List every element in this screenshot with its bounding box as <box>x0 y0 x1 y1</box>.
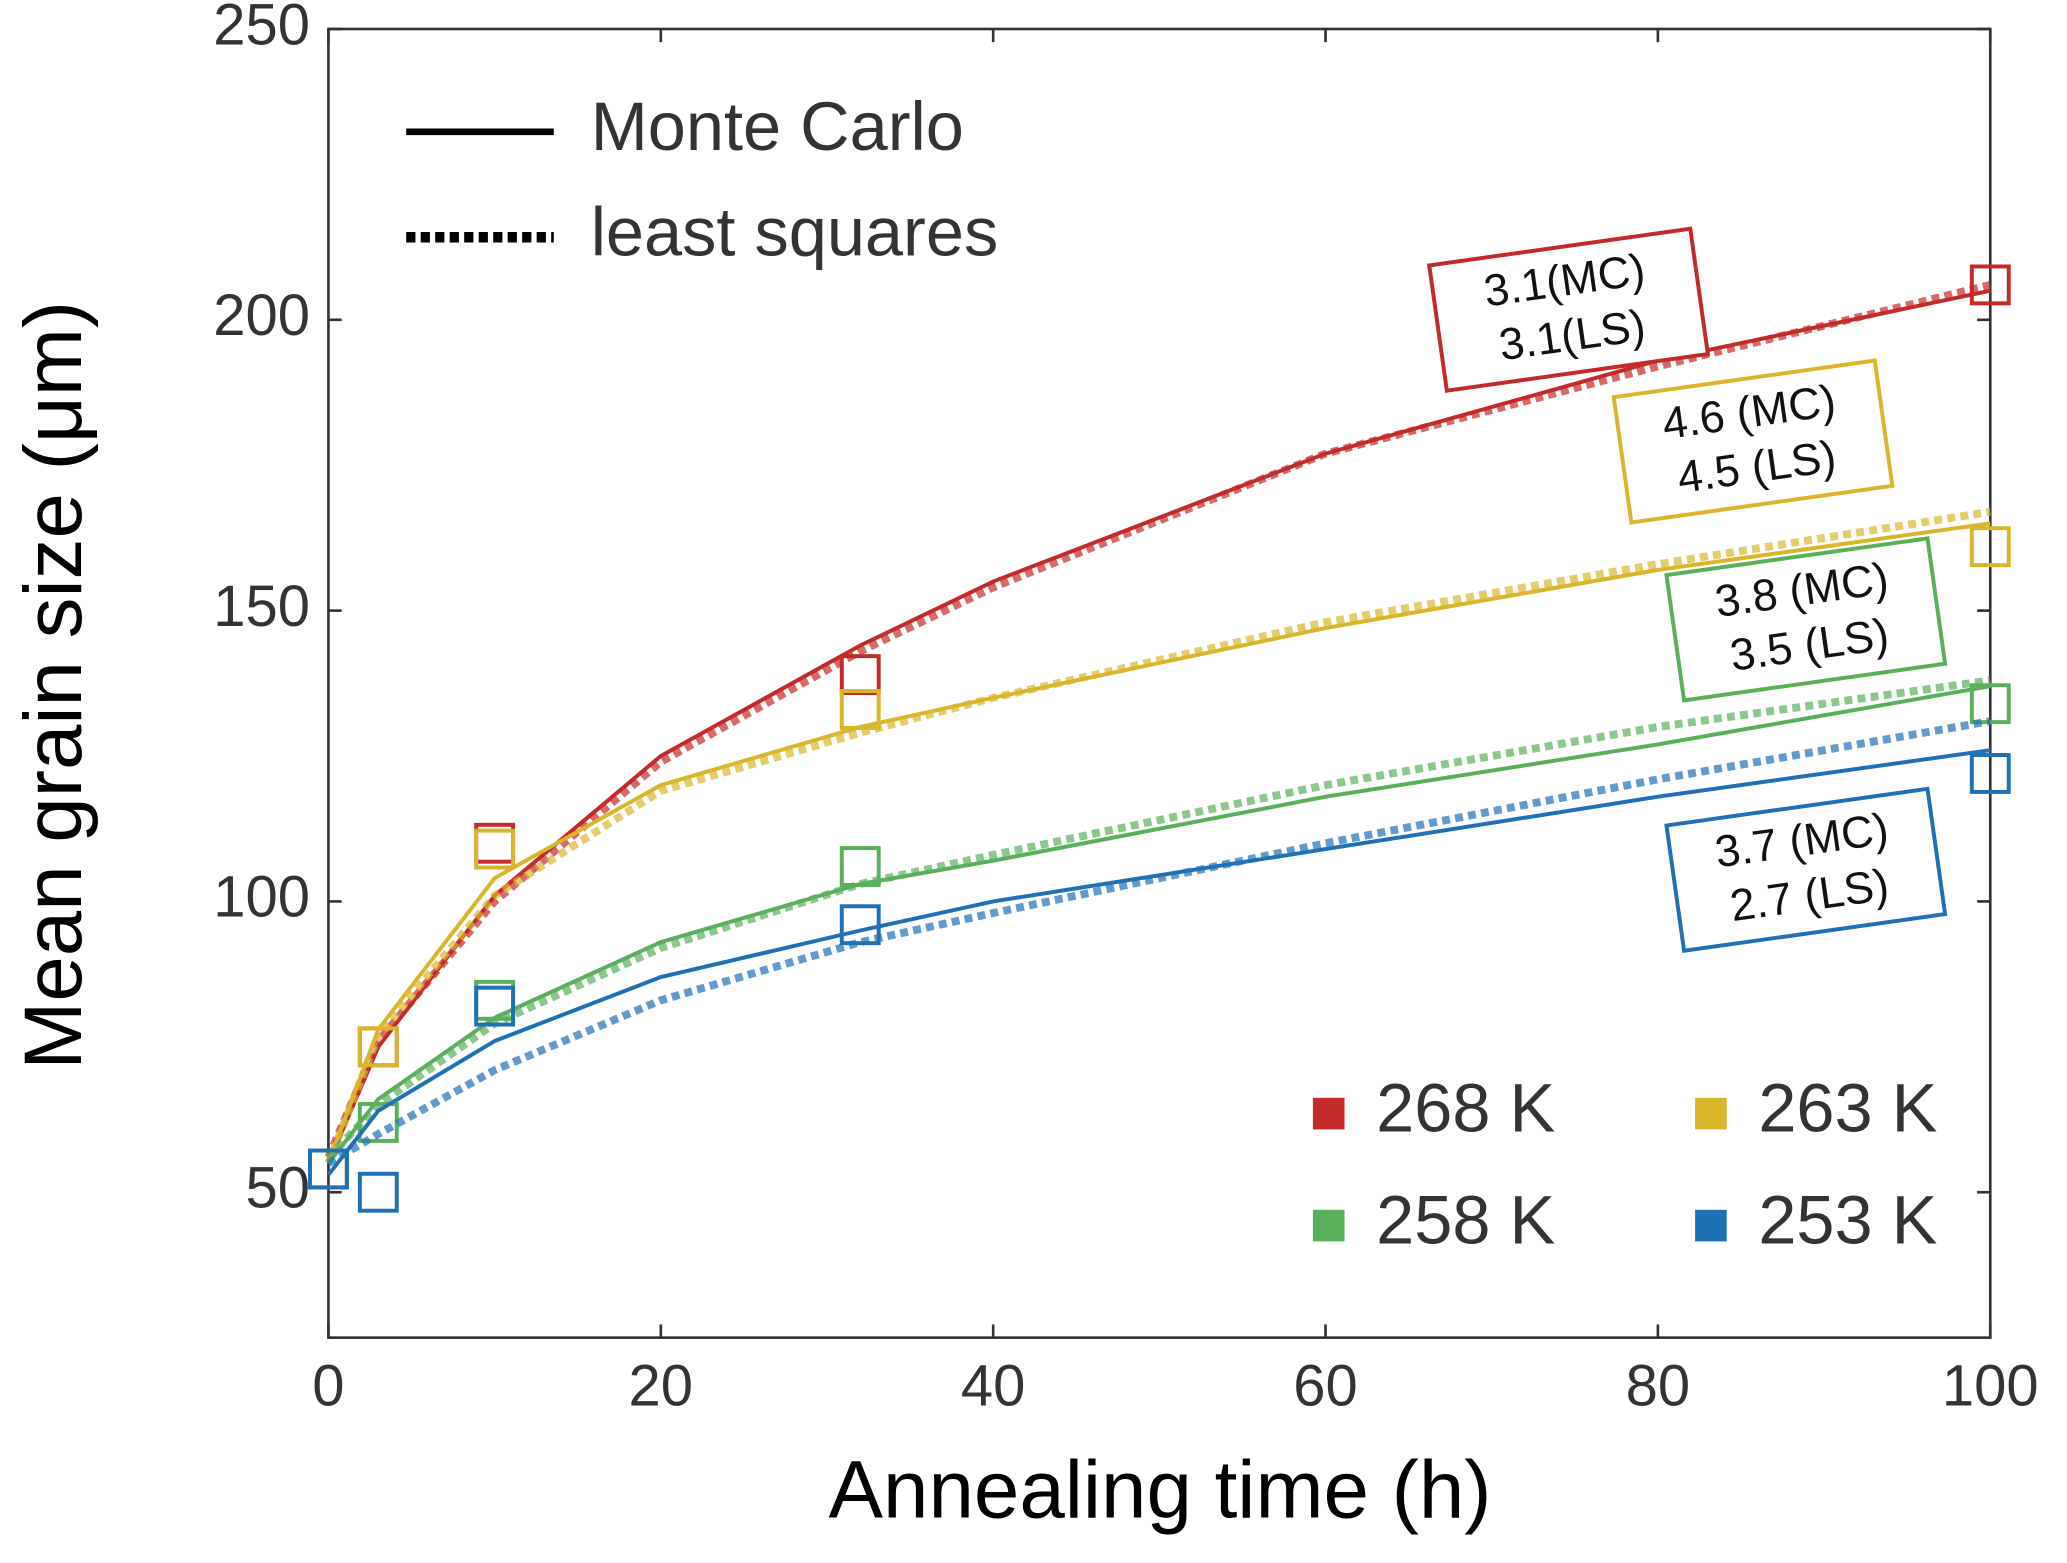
annotation: 3.8 (MC)3.5 (LS) <box>1664 536 1948 703</box>
legend-swatch <box>1312 1209 1345 1242</box>
annotation-box <box>1664 536 1948 703</box>
mc-line <box>326 288 1991 1164</box>
mean-marker <box>474 985 516 1027</box>
mean-marker <box>1969 526 2011 568</box>
annotation: 3.7 (MC)2.7 (LS) <box>1664 786 1948 954</box>
ls-line <box>326 717 1991 1167</box>
x-axis-title: Annealing time (h) <box>829 1444 1492 1535</box>
mean-marker <box>839 904 881 946</box>
legend-swatch <box>1695 1209 1727 1242</box>
y-tick-label: 250 <box>213 0 310 57</box>
ls-line <box>324 507 1991 1165</box>
annotation-box <box>1611 358 1895 525</box>
mean-marker <box>357 1171 399 1213</box>
legend-label: 258 K <box>1376 1182 1555 1259</box>
mean-marker <box>839 846 881 887</box>
legend-label: 263 K <box>1758 1070 1937 1147</box>
mc-line <box>326 748 1991 1177</box>
style-legend-label: least squares <box>591 193 999 270</box>
annotation-box <box>1664 786 1948 954</box>
y-axis-title: Mean grain size (μm) <box>8 301 99 1070</box>
x-tick-label: 100 <box>1942 1355 2039 1419</box>
legend-label: 253 K <box>1758 1182 1937 1259</box>
annotation: 4.6 (MC)4.5 (LS) <box>1611 358 1895 525</box>
annotation: 3.1(MC)3.1(LS) <box>1427 226 1711 393</box>
y-tick-label: 150 <box>213 575 310 639</box>
legend-swatch <box>1312 1097 1345 1130</box>
x-tick-label: 0 <box>312 1355 344 1419</box>
y-tick-label: 50 <box>246 1157 310 1221</box>
x-tick-label: 60 <box>1293 1355 1357 1419</box>
mean-marker <box>839 654 881 696</box>
x-tick-label: 20 <box>629 1355 693 1419</box>
legend-swatch <box>1695 1097 1727 1130</box>
mean-marker <box>839 689 881 730</box>
mean-marker <box>1969 264 2011 306</box>
annotation-box <box>1427 226 1711 393</box>
legend-label: 268 K <box>1376 1070 1555 1147</box>
mean-marker <box>474 828 516 870</box>
style-legend-label: Monte Carlo <box>591 88 964 165</box>
y-tick-label: 100 <box>213 866 310 930</box>
x-tick-label: 40 <box>961 1355 1025 1419</box>
mean-marker <box>1969 753 2011 794</box>
mean-marker <box>308 1148 349 1190</box>
x-tick-label: 80 <box>1626 1355 1690 1419</box>
y-tick-label: 200 <box>213 284 310 348</box>
mean-marker <box>357 1026 399 1068</box>
